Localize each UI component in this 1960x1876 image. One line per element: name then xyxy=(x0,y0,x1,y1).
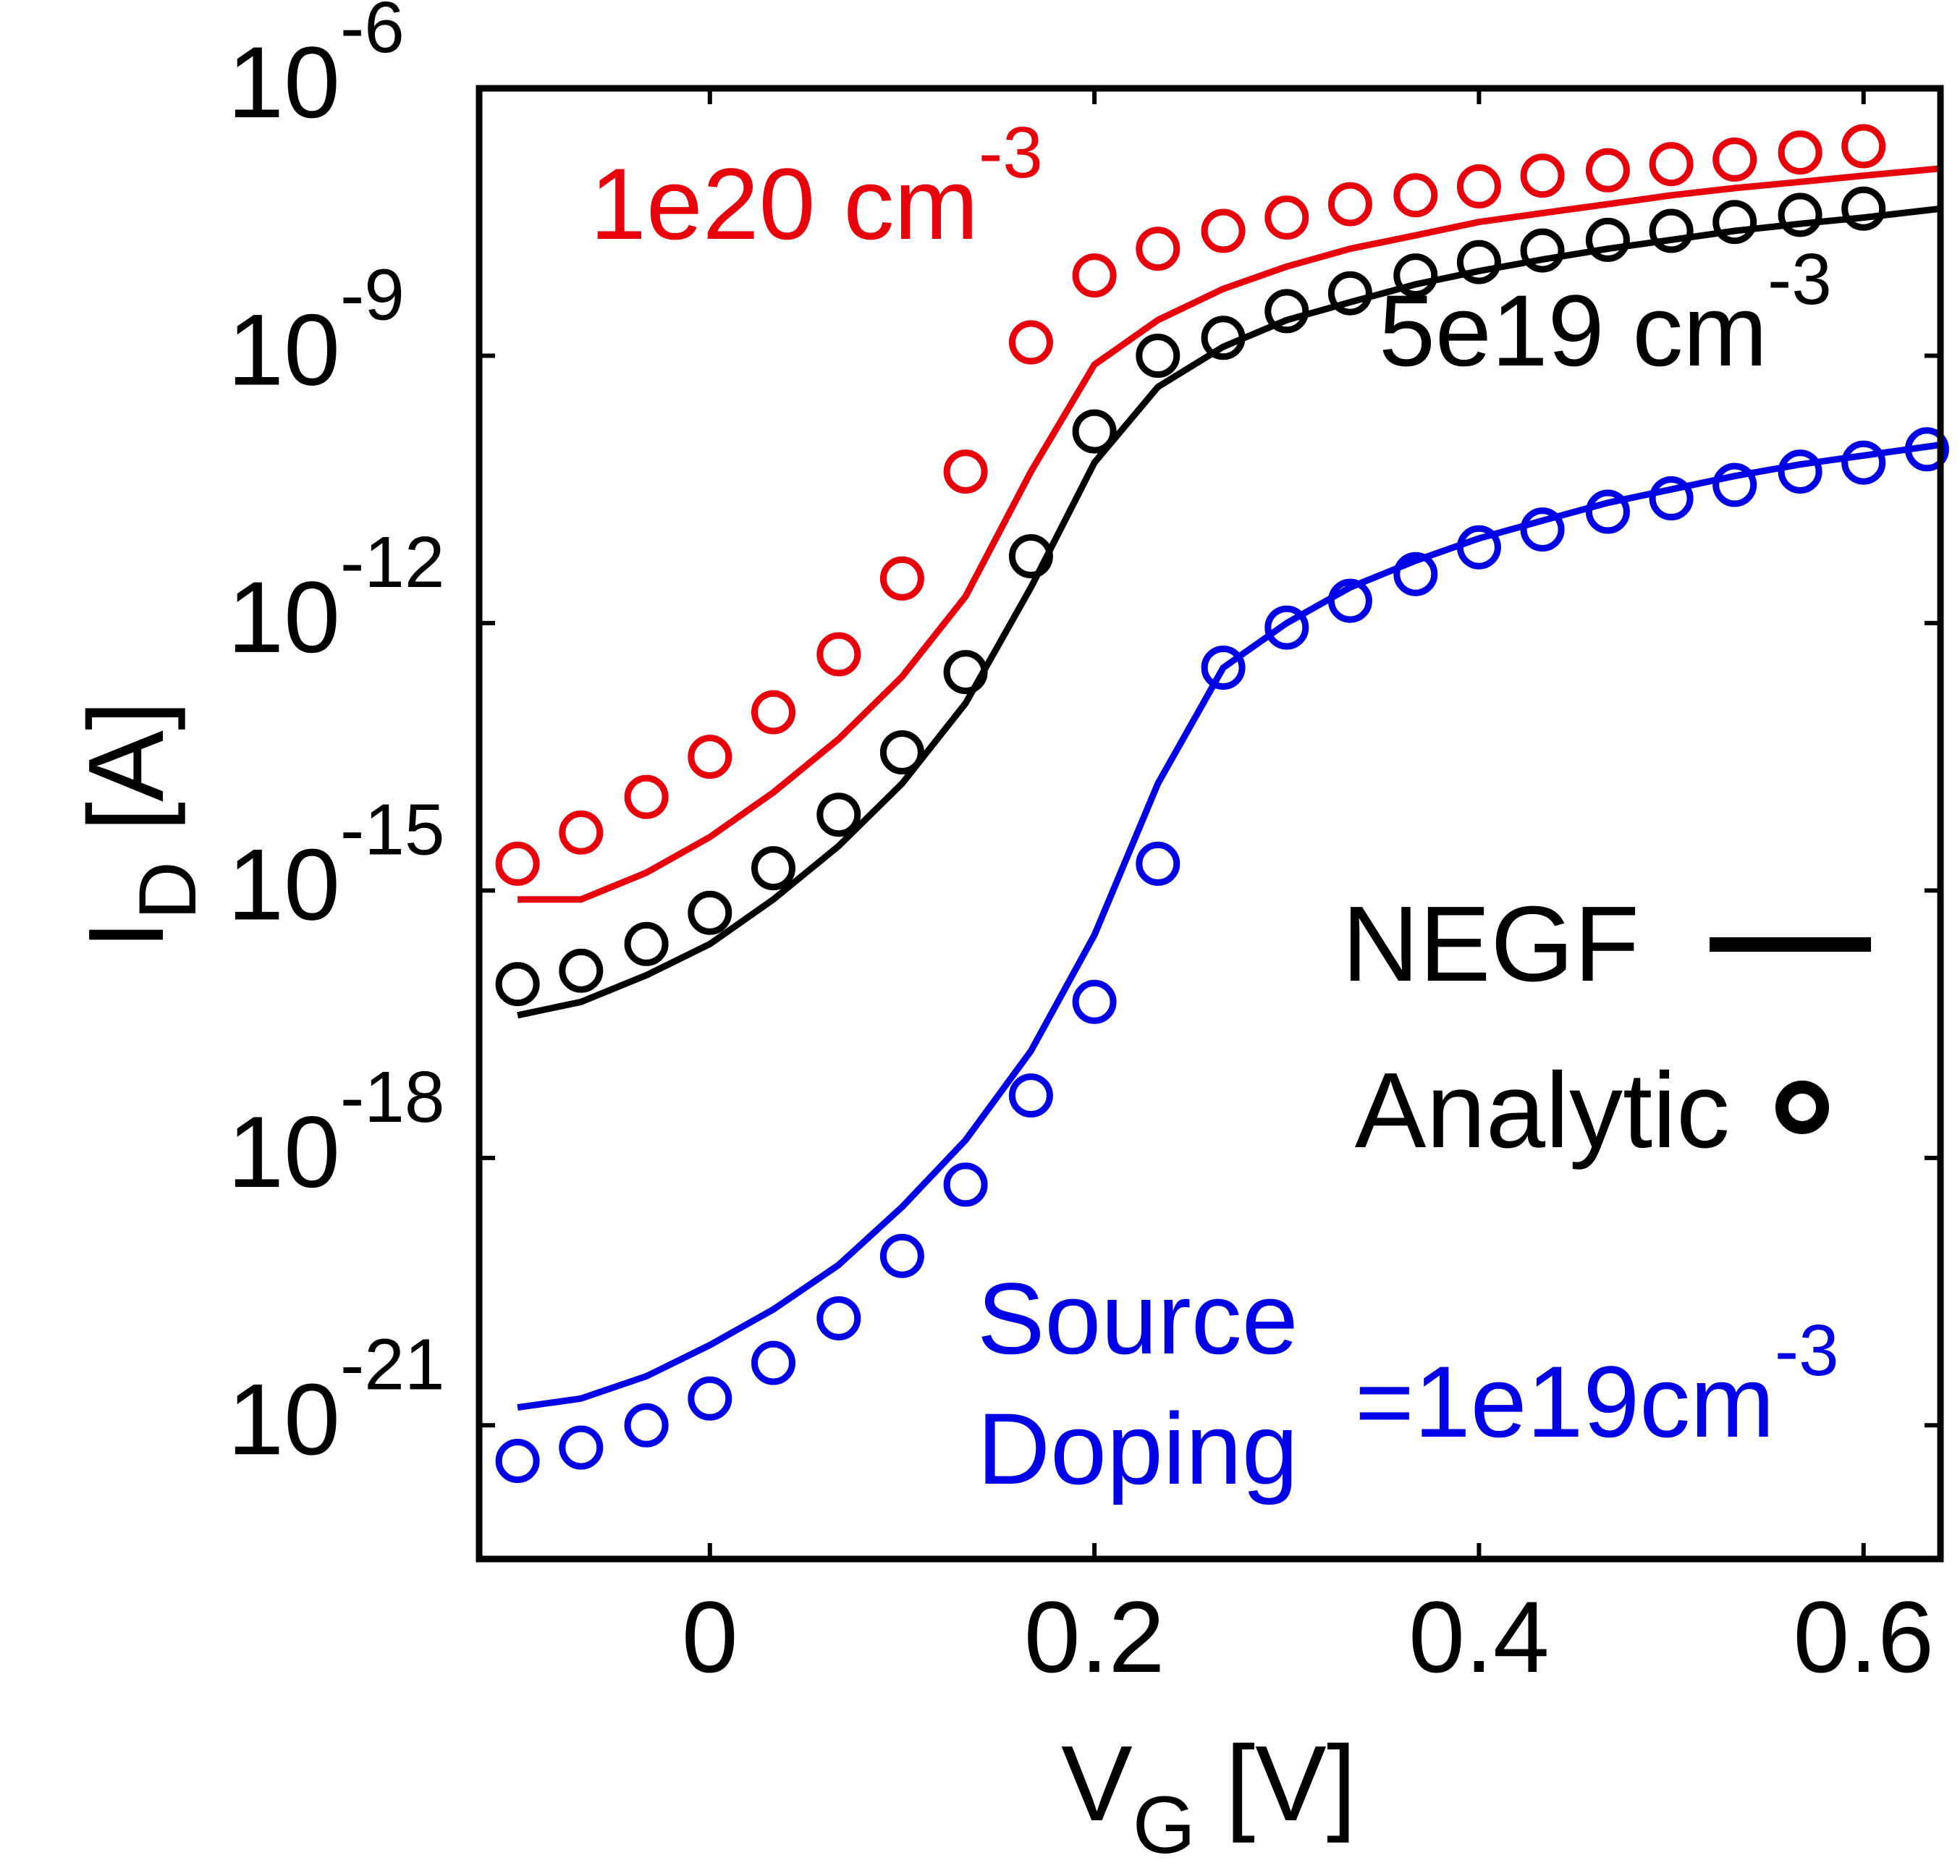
analytic-point-red xyxy=(755,693,793,731)
analytic-point-blue xyxy=(1845,444,1883,481)
analytic-point-red xyxy=(1139,230,1177,268)
analytic-point-blue xyxy=(1652,480,1690,517)
x-tick-label: 0 xyxy=(682,1580,738,1694)
analytic-point-black xyxy=(755,850,793,887)
y-axis-label: ID [A] xyxy=(67,701,213,950)
y-tick-exponent: -6 xyxy=(340,0,405,68)
analytic-point-blue xyxy=(562,1429,600,1466)
analytic-point-blue xyxy=(1268,609,1306,646)
annotation-blue-line2: Doping xyxy=(977,1392,1298,1505)
analytic-point-red xyxy=(820,635,858,673)
analytic-point-blue xyxy=(820,1300,858,1338)
x-tick-label: 0.4 xyxy=(1408,1580,1550,1694)
analytic-point-red xyxy=(1460,168,1498,206)
analytic-point-red xyxy=(947,453,984,491)
analytic-point-blue xyxy=(1716,466,1754,504)
analytic-point-blue xyxy=(883,1237,921,1275)
analytic-point-black xyxy=(1076,413,1113,450)
analytic-point-blue xyxy=(1012,1077,1049,1115)
y-tick-exponent: -9 xyxy=(340,254,405,335)
analytic-point-black xyxy=(1781,196,1819,234)
legend: NEGF Analytic xyxy=(1342,884,1871,1170)
analytic-point-blue xyxy=(1524,511,1561,549)
x-tick-label: 0.6 xyxy=(1793,1580,1934,1694)
analytic-point-black xyxy=(1845,190,1883,227)
annotation-black-text: 5e19 cm xyxy=(1379,274,1767,387)
analytic-point-black xyxy=(1139,337,1177,375)
analytic-point-red xyxy=(562,814,600,851)
annotation-blue-value: =1e19cm-3 xyxy=(1355,1310,1839,1458)
analytic-point-red xyxy=(1331,185,1369,223)
analytic-point-black xyxy=(1589,221,1626,258)
analytic-point-blue xyxy=(755,1344,793,1382)
annotation-blue-value-text: =1e19cm xyxy=(1355,1345,1775,1458)
annotation-blue-value-sup: -3 xyxy=(1775,1310,1839,1391)
analytic-point-red xyxy=(1845,127,1883,165)
analytic-point-red xyxy=(1716,141,1754,179)
annotation-red: 1e20 cm-3 xyxy=(590,112,1043,261)
iv-chart: 0 0.2 0.4 0.610-610-910-1210-1510-1810-21 V… xyxy=(0,0,1960,1876)
analytic-point-blue xyxy=(1139,845,1177,882)
analytic-point-red xyxy=(883,559,921,597)
annotation-red-sup: -3 xyxy=(979,112,1043,193)
analytic-point-blue xyxy=(1589,493,1626,531)
analytic-point-black xyxy=(628,925,665,963)
x-tick-label: 0.2 xyxy=(1024,1580,1165,1694)
annotation-black-sup: -3 xyxy=(1767,239,1832,320)
analytic-point-black xyxy=(691,894,729,931)
y-tick-label: 10 xyxy=(227,292,340,406)
y-tick-label: 10 xyxy=(227,560,340,674)
analytic-point-red xyxy=(691,738,729,776)
analytic-point-red xyxy=(1012,324,1049,361)
analytic-point-black xyxy=(883,734,921,772)
analytic-point-blue xyxy=(1076,983,1113,1021)
analytic-point-blue xyxy=(1781,453,1819,491)
analytic-point-black xyxy=(947,654,984,691)
analytic-point-red xyxy=(1397,177,1435,214)
analytic-point-blue xyxy=(691,1379,729,1417)
analytic-point-red xyxy=(499,845,536,882)
y-tick-label: 10 xyxy=(227,1095,340,1209)
x-axis-label-sub: G xyxy=(1133,1780,1196,1870)
y-axis-label-main: I xyxy=(67,920,186,950)
analytic-point-black xyxy=(499,966,536,1003)
x-axis-label-unit: [V] xyxy=(1196,1724,1356,1843)
x-axis-label-main: V xyxy=(1061,1724,1133,1843)
legend-circle-marker xyxy=(1782,1087,1822,1128)
legend-label-analytic: Analytic xyxy=(1355,1051,1730,1170)
y-tick-exponent: -21 xyxy=(340,1324,445,1405)
analytic-point-red xyxy=(1204,212,1242,250)
annotation-red-text: 1e20 cm xyxy=(590,147,979,261)
y-tick-label: 10 xyxy=(227,25,340,139)
analytic-point-blue xyxy=(947,1166,984,1204)
y-tick-exponent: -18 xyxy=(340,1057,445,1138)
analytic-point-black xyxy=(820,796,858,834)
y-axis-label-sub: D xyxy=(122,861,213,920)
analytic-point-red xyxy=(1076,257,1113,295)
analytic-point-black xyxy=(1652,212,1690,250)
analytic-point-blue xyxy=(1460,528,1498,566)
analytic-point-red xyxy=(628,778,665,816)
y-axis-label-unit: [A] xyxy=(67,701,186,861)
analytic-point-red xyxy=(1781,134,1819,172)
annotation-blue-line1: Source xyxy=(977,1262,1298,1375)
analytic-point-red xyxy=(1524,157,1561,195)
legend-label-negf: NEGF xyxy=(1342,884,1639,1004)
analytic-point-black xyxy=(1331,274,1369,312)
y-tick-exponent: -15 xyxy=(340,789,445,870)
x-axis-label: VG [V] xyxy=(1061,1724,1356,1870)
y-tick-exponent: -12 xyxy=(340,522,445,603)
analytic-point-blue xyxy=(499,1442,536,1480)
analytic-point-black xyxy=(1524,232,1561,269)
analytic-point-black xyxy=(1268,292,1306,330)
analytic-point-blue xyxy=(628,1406,665,1444)
analytic-point-black xyxy=(562,952,600,989)
y-tick-label: 10 xyxy=(227,1362,340,1476)
analytic-point-red xyxy=(1268,199,1306,237)
analytic-point-black xyxy=(1716,203,1754,241)
analytic-point-red xyxy=(1589,151,1626,189)
y-tick-label: 10 xyxy=(227,827,340,941)
analytic-point-red xyxy=(1652,145,1690,183)
